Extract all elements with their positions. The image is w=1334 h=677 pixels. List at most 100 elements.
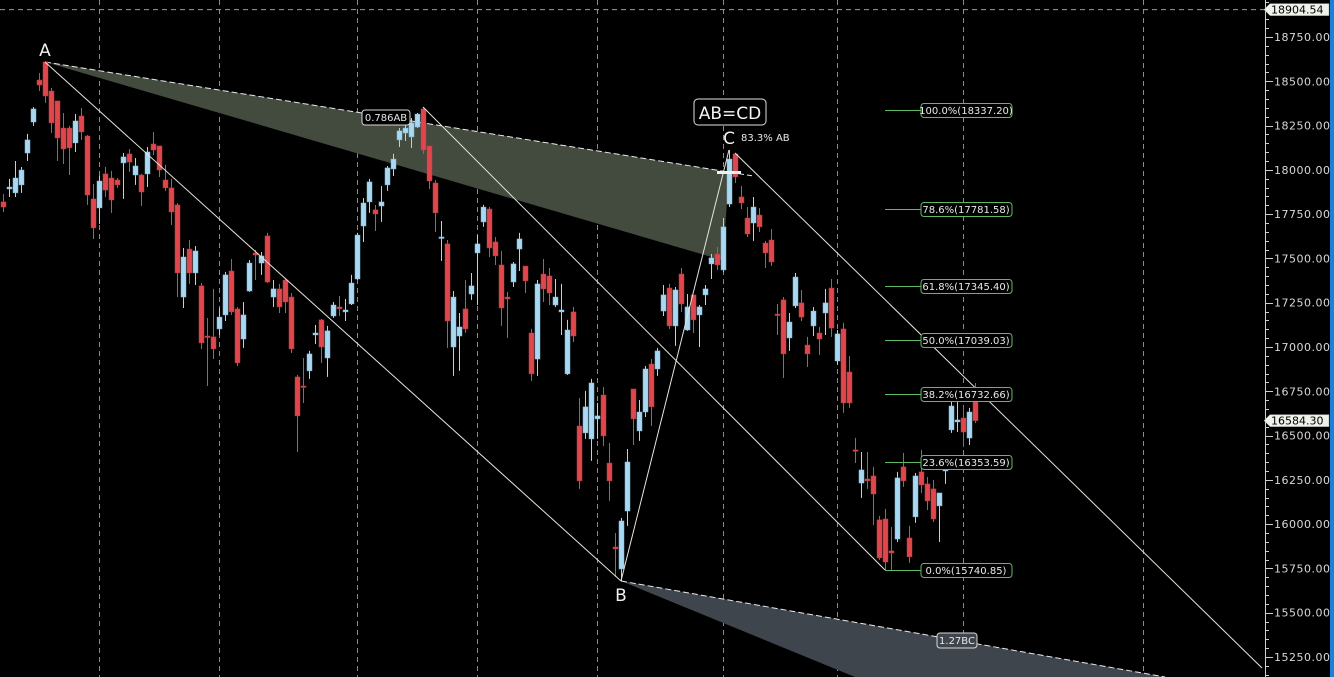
last-price-tag: 16584.30 [1263, 414, 1330, 428]
fib-level-label: 50.0%(17039.03) [922, 336, 1009, 347]
axis-tick-label: 17000.00 [1274, 341, 1331, 354]
candle-down [168, 187, 175, 213]
candle-up [702, 288, 709, 296]
candle-down [492, 241, 499, 257]
candle-down [498, 264, 505, 309]
candle-up [834, 333, 841, 362]
candle-down [774, 313, 781, 316]
fib-level-label: 23.6%(16353.59) [922, 458, 1009, 469]
axis-edge [1330, 0, 1334, 677]
candle-down [54, 100, 61, 139]
candle-up [456, 326, 463, 337]
candle-down [678, 273, 685, 305]
fibonacci-levels[interactable]: 100.0%(18337.20) 78.6%(17781.58) 61.8%(173… [885, 103, 1013, 578]
candle-up [954, 419, 961, 423]
axis-tick-label: 16000.00 [1274, 518, 1331, 531]
last-price-value: 16584.30 [1271, 415, 1324, 428]
candle-up [696, 306, 703, 316]
axis-tick-label: 16250.00 [1274, 474, 1331, 487]
candle-up [192, 250, 199, 274]
candle-down [570, 311, 577, 337]
candle-up [708, 257, 715, 265]
candle-up [894, 477, 901, 540]
candle-up [216, 316, 223, 330]
candle-up [786, 321, 793, 339]
fib-level-box [920, 279, 1013, 294]
candle-down [420, 108, 427, 151]
axis-tick-label: 18000.00 [1274, 164, 1331, 177]
candle-up [552, 296, 559, 306]
candle-down [426, 145, 433, 182]
candle-down [318, 319, 325, 348]
axis-tick-label: 15500.00 [1274, 607, 1331, 620]
pattern-lines [44, 61, 1263, 669]
candle-up [132, 165, 139, 176]
axis-tick-label: 18500.00 [1274, 75, 1331, 88]
candle-down [114, 179, 121, 186]
candle-down [690, 294, 697, 321]
candle-up [468, 285, 475, 295]
candle-down [294, 376, 301, 417]
candle-up [240, 314, 247, 340]
price-axis[interactable]: 18750.00 18500.00 18250.00 18000.00 17750.00… [1263, 0, 1334, 677]
ab-zone-edge [44, 61, 753, 177]
candle-up [588, 382, 595, 440]
candle-up [510, 263, 517, 283]
candle-up [936, 492, 943, 507]
candle-down [66, 127, 73, 149]
candle-up [414, 113, 421, 128]
point-c-label: C [723, 129, 735, 149]
candle-down [846, 371, 853, 404]
axis-tick-label: 16750.00 [1274, 385, 1331, 398]
candle-up [144, 151, 151, 175]
candle-up [306, 353, 313, 372]
candle-up [366, 181, 373, 203]
fib-level-label: 61.8%(17345.40) [922, 282, 1009, 293]
candle-down [234, 308, 241, 364]
axis-tick-label: 17500.00 [1274, 252, 1331, 265]
fib-level-box [920, 202, 1013, 217]
candle-down [0, 201, 7, 208]
candle-down [522, 265, 529, 282]
candle-down [864, 478, 871, 482]
axis-tick-label: 18750.00 [1274, 31, 1331, 44]
candle-up [120, 156, 127, 164]
candle-down [60, 127, 67, 150]
candle-down [714, 253, 721, 266]
c-marker [717, 171, 741, 174]
candle-up [96, 180, 103, 209]
candle-up [222, 274, 229, 316]
candle-up [684, 306, 691, 331]
candle-down [756, 214, 763, 228]
candle-down [900, 466, 907, 482]
candle-down [462, 308, 469, 330]
candle-up [618, 520, 625, 570]
candle-up [246, 262, 253, 292]
axis-tick-label: 15250.00 [1274, 651, 1331, 664]
parallel-channel-line [422, 106, 886, 571]
fib-level-box [920, 455, 1013, 470]
candle-down [744, 217, 751, 235]
candle-down [630, 388, 637, 420]
candle-down [888, 550, 895, 554]
candle-down [228, 270, 235, 313]
candle-down [78, 115, 85, 133]
candle-down [36, 79, 43, 86]
candle-down [804, 344, 811, 355]
retrace-label-box [361, 109, 411, 126]
candle-down [528, 332, 535, 375]
point-a-label: A [39, 41, 51, 61]
candle-down [162, 179, 169, 189]
candle-down [108, 177, 115, 201]
axis-tick-label: 15750.00 [1274, 562, 1331, 575]
candle-down [156, 145, 163, 171]
candle-up [966, 411, 973, 439]
candle-down [486, 208, 493, 249]
fib-level-label: 0.0%(15740.85) [926, 566, 1007, 577]
candle-down [648, 363, 655, 408]
fib-level-box [920, 563, 1013, 578]
candle-up [312, 332, 319, 336]
candle-down [186, 248, 193, 274]
fib-level-box [920, 387, 1013, 402]
